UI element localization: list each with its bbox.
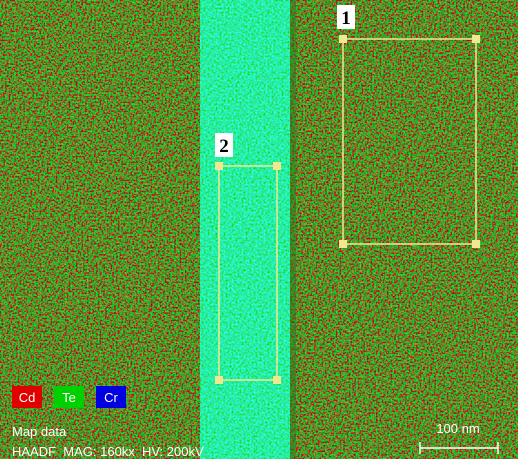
scale-bar (419, 442, 499, 454)
region-label: 2 (219, 136, 229, 157)
scale-label: 100 nm (436, 421, 479, 436)
legend-swatch (54, 386, 84, 408)
region-label: 1 (341, 8, 351, 29)
label-bg (337, 5, 355, 29)
label-bg (215, 133, 233, 157)
info-title: Map data (12, 424, 67, 439)
band-edge (290, 0, 296, 459)
info-params: HAADF MAG: 160kx HV: 200kV (12, 444, 204, 459)
legend-swatch (12, 386, 42, 408)
legend-swatch (96, 386, 126, 408)
legend: Cd Te Cr (12, 386, 126, 408)
region-box (218, 165, 278, 381)
legend-label: Te (62, 390, 76, 405)
regions (218, 38, 477, 381)
legend-label: Cr (104, 390, 118, 405)
legend-label: Cd (19, 390, 36, 405)
region-handles (215, 35, 480, 384)
region-box (342, 38, 477, 245)
